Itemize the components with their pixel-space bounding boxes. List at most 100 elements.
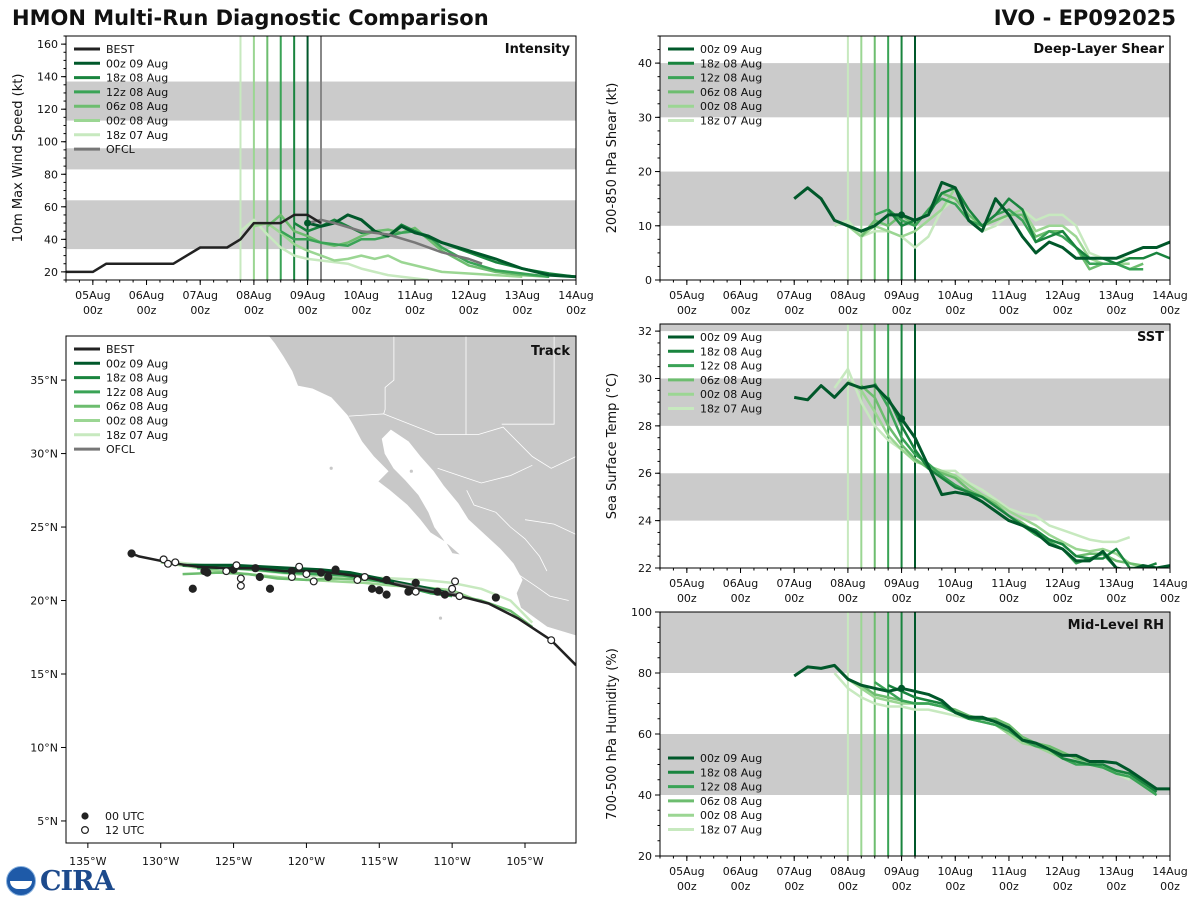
y-tick-label: 35°N xyxy=(30,374,58,387)
legend-label: OFCL xyxy=(106,143,136,156)
x-tick-label: 09Aug xyxy=(884,865,919,878)
y-tick-label: 60 xyxy=(638,728,652,741)
track-point-00utc xyxy=(382,575,391,585)
x-tick-label: 00z xyxy=(677,304,697,317)
legend-label: 06z 08 Aug xyxy=(700,795,762,808)
y-tick-label: 40 xyxy=(638,57,652,70)
legend-label: 00z 08 Aug xyxy=(700,100,762,113)
panel-title: Track xyxy=(531,344,570,359)
track-point-12utc xyxy=(287,573,296,582)
legend-label: 18z 07 Aug xyxy=(106,429,168,442)
x-tick-label: 00z xyxy=(677,592,697,605)
y-tick-label: 5°N xyxy=(37,815,58,828)
legend-label: 12z 08 Aug xyxy=(106,386,168,399)
y-tick-label: 30 xyxy=(638,111,652,124)
track-point-12utc xyxy=(171,558,180,567)
track-line xyxy=(131,552,576,667)
y-tick-label: 32 xyxy=(638,325,652,338)
x-tick-label: 12Aug xyxy=(451,289,486,302)
x-tick-label: 00z xyxy=(298,304,318,317)
cira-logo: CIRA xyxy=(40,866,115,897)
x-tick-label: 00z xyxy=(405,304,425,317)
legend-label: BEST xyxy=(106,343,134,356)
x-tick-label: 00z xyxy=(945,592,965,605)
track-point-12utc xyxy=(411,587,420,596)
y-tick-label: 25°N xyxy=(30,521,58,534)
x-tick-label: 07Aug xyxy=(182,289,217,302)
legend-label: 12z 08 Aug xyxy=(106,86,168,99)
legend-label: 12z 08 Aug xyxy=(700,781,762,794)
x-tick-label: 00z xyxy=(1106,304,1126,317)
political-border xyxy=(501,336,555,425)
x-tick-label: 00z xyxy=(1053,880,1073,893)
panel-sst: 22 24 26 28 30 32 05Aug 00z 06Aug 00z 07Aug 00z 08Au… xyxy=(605,323,1188,605)
panel-title: Intensity xyxy=(505,42,571,57)
x-tick-label: 00z xyxy=(190,304,210,317)
legend-label: 12z 08 Aug xyxy=(700,72,762,85)
legend-label: 18z 07 Aug xyxy=(700,824,762,837)
y-tick-label: 30 xyxy=(638,372,652,385)
y-tick-label: 120 xyxy=(37,103,58,116)
track-point-00utc xyxy=(382,590,391,599)
x-tick-label: 00z xyxy=(784,592,804,605)
y-tick-label: 26 xyxy=(638,467,652,480)
x-tick-label: 12Aug xyxy=(1045,289,1080,302)
track-point-00utc xyxy=(127,549,136,558)
political-border xyxy=(524,519,576,535)
x-tick-label: 00z xyxy=(1160,304,1180,317)
legend-label: 12z 08 Aug xyxy=(700,360,762,373)
series-line xyxy=(66,213,322,274)
legend-label: 00z 09 Aug xyxy=(700,43,762,56)
x-tick-label: 00z xyxy=(566,304,586,317)
y-axis-label: 700-500 hPa Humidity (%) xyxy=(605,648,620,820)
track-point-00utc xyxy=(375,586,384,595)
x-tick-label: 05Aug xyxy=(669,865,704,878)
x-tick-label: 13Aug xyxy=(505,289,540,302)
track-point-12utc xyxy=(222,567,231,576)
y-tick-label: 40 xyxy=(44,233,58,246)
legend-label: 18z 08 Aug xyxy=(700,766,762,779)
legend-label: 18z 08 Aug xyxy=(700,345,762,358)
x-tick-label: 06Aug xyxy=(723,577,758,590)
track-point-00utc xyxy=(265,584,275,593)
noaa-logo-icon xyxy=(6,866,36,896)
panel-title: Mid-Level RH xyxy=(1068,618,1164,633)
series-line xyxy=(307,213,576,279)
x-tick-label: 05Aug xyxy=(669,577,704,590)
legend-label: 18z 08 Aug xyxy=(700,57,762,70)
x-tick-label: 00z xyxy=(999,880,1019,893)
series-line xyxy=(860,191,1144,271)
series-line xyxy=(266,213,550,278)
x-tick-label: 00z xyxy=(83,304,103,317)
track-point-12utc xyxy=(360,573,369,582)
x-tick-label: 10Aug xyxy=(344,289,379,302)
y-tick-label: 160 xyxy=(37,38,58,51)
x-tick-label: 11Aug xyxy=(991,865,1026,878)
series-line xyxy=(239,218,429,280)
track-point-12utc xyxy=(451,577,460,586)
x-tick-label: 00z xyxy=(1160,880,1180,893)
x-tick-label: 06Aug xyxy=(129,289,164,302)
x-tick-label: 08Aug xyxy=(236,289,271,302)
x-tick-label: 10Aug xyxy=(938,865,973,878)
x-tick-label: 05Aug xyxy=(75,289,110,302)
y-tick-label: 22 xyxy=(638,562,652,575)
plot-frame xyxy=(65,335,577,844)
track-point-00utc xyxy=(255,572,264,582)
x-tick-label: 00z xyxy=(945,880,965,893)
series-line xyxy=(793,381,1170,568)
political-border xyxy=(383,336,395,415)
legend-label: 00 UTC xyxy=(105,810,145,823)
panel-track: 135°W 130°W 125°W 120°W 115°W 110°W 105°W 5°N 10… xyxy=(30,335,577,868)
track-point-00utc xyxy=(324,572,333,582)
track-point-00utc xyxy=(440,590,449,599)
legend-label: 00z 09 Aug xyxy=(106,57,168,70)
x-tick-label: 08Aug xyxy=(830,289,865,302)
x-tick-label: 06Aug xyxy=(723,865,758,878)
legend-label: 00z 09 Aug xyxy=(106,357,168,370)
y-tick-label: 30°N xyxy=(30,448,58,461)
y-tick-label: 60 xyxy=(44,201,58,214)
